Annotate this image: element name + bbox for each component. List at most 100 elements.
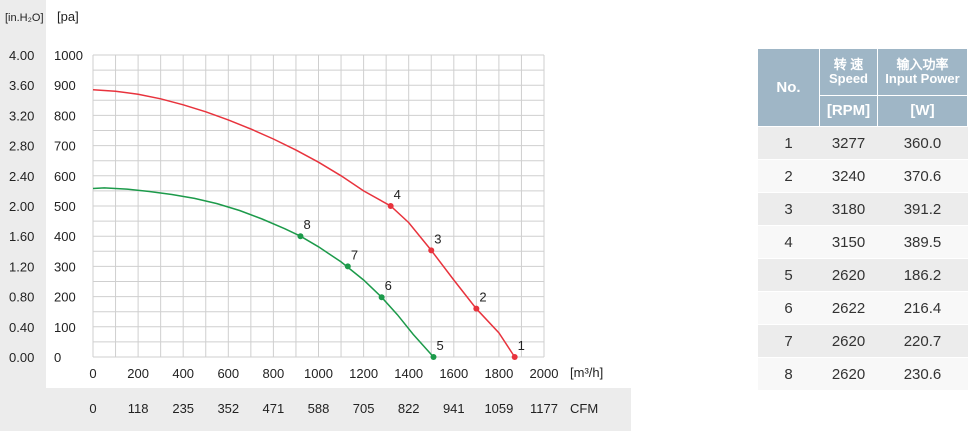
operating-point-label-5: 5	[437, 338, 444, 353]
row-no: 5	[757, 258, 820, 292]
operating-point-4	[387, 203, 394, 209]
cfm-tick-label: 471	[263, 401, 285, 416]
x-tick-label: 200	[127, 366, 149, 381]
y-tick-label-pa: 500	[54, 199, 76, 214]
x-tick-label: 600	[217, 366, 239, 381]
y-tick-label-pa: 800	[54, 108, 76, 123]
y-tick-label-pa: 1000	[54, 48, 83, 63]
row-no: 1	[757, 126, 820, 160]
row-power: 389.5	[877, 225, 968, 259]
header-power: 输入功率 Input Power	[877, 48, 968, 96]
row-no: 8	[757, 357, 820, 391]
y-tick-label-pa: 400	[54, 229, 76, 244]
cfm-axis-background	[0, 388, 631, 431]
table-row: 6 2622 216.4	[757, 291, 968, 325]
operating-point-label-2: 2	[479, 290, 486, 305]
x-axis-unit-m3h: [m³/h]	[570, 365, 603, 380]
cfm-tick-label: 588	[308, 401, 330, 416]
header-speed-en: Speed	[828, 71, 868, 86]
x-axis-unit-cfm: CFM	[570, 401, 598, 416]
y-tick-label-inh2o: 2.40	[9, 169, 34, 184]
row-no: 6	[757, 291, 820, 325]
row-speed: 2622	[819, 291, 878, 325]
y-tick-label-inh2o: 0.00	[9, 350, 34, 365]
table-row: 4 3150 389.5	[757, 225, 968, 259]
cfm-tick-label: 941	[443, 401, 465, 416]
header-power-cn: 输入功率	[896, 57, 949, 73]
table-row: 5 2620 186.2	[757, 258, 968, 292]
y-tick-label-pa: 100	[54, 320, 76, 335]
operating-point-2	[473, 305, 480, 312]
y-tick-label-inh2o: 1.20	[9, 259, 34, 274]
row-speed: 2620	[819, 258, 878, 292]
cfm-tick-label: 352	[217, 401, 239, 416]
header-speed-unit: [RPM]	[819, 95, 878, 127]
x-tick-label: 1000	[304, 366, 333, 381]
cfm-tick-label: 705	[353, 401, 375, 416]
operating-point-label-3: 3	[434, 231, 441, 246]
header-speed-cn: 转 速	[833, 57, 864, 73]
series-line-2	[92, 187, 435, 358]
row-speed: 2620	[819, 357, 878, 391]
row-speed: 3277	[819, 126, 878, 160]
series-line-1	[92, 88, 516, 358]
row-speed: 3180	[819, 192, 878, 226]
table-row: 1 3277 360.0	[757, 126, 968, 160]
x-tick-label: 800	[263, 366, 285, 381]
row-power: 186.2	[877, 258, 968, 292]
operating-point-5	[430, 354, 437, 360]
header-speed: 转 速 Speed	[819, 48, 878, 96]
table-row: 3 3180 391.2	[757, 192, 968, 226]
row-no: 2	[757, 159, 820, 193]
cfm-tick-label: 1177	[530, 401, 558, 416]
operating-point-8	[297, 233, 304, 240]
table-row: 2 3240 370.6	[757, 159, 968, 193]
y-axis-background	[0, 0, 46, 388]
cfm-tick-label: 235	[172, 401, 194, 416]
speed-power-table: No. 转 速 Speed 输入功率 Input Power [RPM] [W]…	[757, 48, 968, 391]
row-speed: 2620	[819, 324, 878, 358]
row-no: 3	[757, 192, 820, 226]
y-tick-label-inh2o: 1.60	[9, 229, 34, 244]
y-axis-unit-pa: [pa]	[57, 9, 79, 24]
table-row: 7 2620 220.7	[757, 324, 968, 358]
x-tick-label: 0	[89, 366, 96, 381]
header-no: No.	[757, 48, 820, 127]
row-power: 360.0	[877, 126, 968, 160]
cfm-tick-label: 1059	[484, 401, 513, 416]
operating-point-3	[428, 247, 435, 254]
operating-point-label-1: 1	[518, 338, 525, 353]
y-tick-label-pa: 700	[54, 139, 76, 154]
row-speed: 3150	[819, 225, 878, 259]
row-power: 220.7	[877, 324, 968, 358]
operating-point-label-7: 7	[351, 247, 358, 262]
y-tick-label-inh2o: 3.60	[9, 78, 34, 93]
x-tick-label: 2000	[530, 366, 559, 381]
row-power: 230.6	[877, 357, 968, 391]
y-tick-label-pa: 300	[54, 259, 76, 274]
y-tick-label-inh2o: 2.00	[9, 199, 34, 214]
y-tick-label-pa: 200	[54, 290, 76, 305]
row-power: 216.4	[877, 291, 968, 325]
y-tick-label-inh2o: 0.80	[9, 290, 34, 305]
operating-point-1	[511, 354, 518, 360]
row-no: 7	[757, 324, 820, 358]
operating-point-6	[378, 294, 385, 301]
y-tick-label-pa: 600	[54, 169, 76, 184]
x-tick-label: 1800	[484, 366, 513, 381]
row-no: 4	[757, 225, 820, 259]
table-row: 8 2620 230.6	[757, 357, 968, 391]
x-tick-label: 1200	[349, 366, 378, 381]
y-tick-label-pa: 0	[54, 350, 61, 365]
cfm-tick-label: 0	[89, 401, 96, 416]
x-tick-label: 400	[172, 366, 194, 381]
y-tick-label-inh2o: 2.80	[9, 139, 34, 154]
x-tick-label: 1400	[394, 366, 423, 381]
row-power: 370.6	[877, 159, 968, 193]
header-power-en: Input Power	[885, 71, 960, 86]
cfm-tick-label: 822	[398, 401, 420, 416]
operating-point-label-8: 8	[303, 217, 310, 232]
y-tick-label-inh2o: 4.00	[9, 48, 34, 63]
y-axis-unit-inh2o: [in.H₂O]	[5, 12, 44, 24]
y-tick-label-inh2o: 0.40	[9, 320, 34, 335]
